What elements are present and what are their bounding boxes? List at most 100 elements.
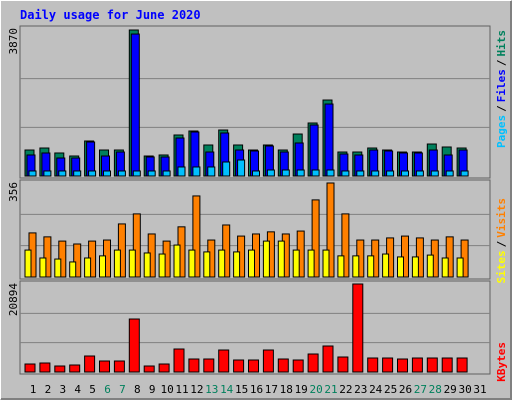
bar (147, 170, 156, 177)
bar (84, 355, 96, 373)
panel-frame (19, 280, 491, 375)
bar (177, 166, 186, 177)
bar (207, 166, 216, 177)
x-tick-label: 19 (295, 383, 308, 396)
x-tick-label: 25 (384, 383, 397, 396)
bar (158, 363, 170, 373)
bar (326, 182, 335, 278)
bar (128, 318, 140, 373)
bar (28, 170, 37, 177)
bar (130, 33, 140, 177)
bar (322, 249, 330, 278)
bar (73, 170, 82, 177)
x-tick-label: 30 (458, 383, 471, 396)
bar (292, 359, 304, 373)
bar (69, 364, 81, 373)
x-tick-label: 6 (104, 383, 111, 396)
bar (382, 253, 390, 278)
legend: Pages / Files / Hits (495, 30, 508, 148)
x-tick-label: 31 (473, 383, 486, 396)
bar (352, 283, 364, 373)
x-tick-label: 12 (190, 383, 203, 396)
bar (341, 213, 350, 278)
x-tick-label: 3 (59, 383, 66, 396)
bar (430, 170, 439, 177)
x-tick-label: 22 (339, 383, 352, 396)
bar (58, 170, 67, 177)
bar (54, 365, 66, 373)
bar (296, 169, 305, 177)
bar (162, 170, 171, 177)
bar (337, 255, 345, 278)
x-tick-label: 21 (324, 383, 337, 396)
bar (262, 240, 270, 278)
bar (307, 353, 319, 373)
bar (415, 170, 424, 177)
bar (309, 124, 319, 177)
chart-title: Daily usage for June 2020 (20, 8, 201, 22)
bar (352, 255, 360, 278)
legend-entry: KBytes (495, 342, 508, 382)
bar (132, 213, 141, 278)
bar (69, 261, 77, 278)
x-tick-label: 15 (235, 383, 248, 396)
x-tick-label: 27 (414, 383, 427, 396)
bar (311, 169, 320, 177)
bar (248, 249, 255, 278)
bar (203, 251, 211, 278)
bar (158, 253, 166, 278)
x-tick-label: 17 (265, 383, 278, 396)
y-tick-label: 356 (7, 182, 20, 202)
bar (445, 170, 454, 177)
bar (337, 356, 349, 373)
bar (233, 251, 241, 278)
bar (397, 358, 408, 373)
bar (322, 345, 334, 373)
legend-separator: / (495, 105, 508, 112)
bar (43, 236, 52, 278)
bar (188, 249, 196, 278)
bar (113, 360, 125, 373)
x-tick-label: 13 (205, 383, 218, 396)
bar (192, 195, 201, 278)
bar (441, 257, 449, 278)
bar (460, 170, 469, 177)
bar (203, 358, 215, 373)
x-tick-label: 11 (175, 383, 188, 396)
x-tick-label: 1 (30, 383, 37, 396)
x-tick-label: 7 (119, 383, 126, 396)
bar (382, 357, 394, 373)
bar (426, 254, 434, 278)
x-tick-label: 20 (309, 383, 322, 396)
x-tick-label: 8 (134, 383, 141, 396)
legend-entry: Pages (495, 115, 508, 148)
bar (99, 255, 106, 278)
bar (411, 256, 419, 278)
bar (262, 349, 274, 373)
bar (367, 357, 379, 373)
bar (73, 243, 82, 278)
legend-separator: / (495, 240, 508, 247)
bar (456, 357, 468, 373)
bar (281, 169, 290, 177)
bar (218, 349, 230, 373)
bar (39, 257, 47, 278)
bar (252, 170, 260, 177)
legend-entry: Sites (495, 250, 508, 283)
bar (173, 244, 181, 278)
x-tick-label: 4 (74, 383, 81, 396)
x-tick-label: 23 (354, 383, 367, 396)
bar (188, 358, 200, 373)
bar (307, 249, 315, 278)
legend: KBytes (495, 342, 508, 382)
bar (233, 359, 245, 373)
x-tick-label: 2 (45, 383, 52, 396)
bar (411, 357, 423, 373)
bar (132, 170, 141, 177)
bar (324, 103, 334, 177)
x-tick-label: 5 (89, 383, 96, 396)
legend-entry: Hits (495, 30, 508, 57)
x-tick-label: 24 (369, 383, 383, 396)
